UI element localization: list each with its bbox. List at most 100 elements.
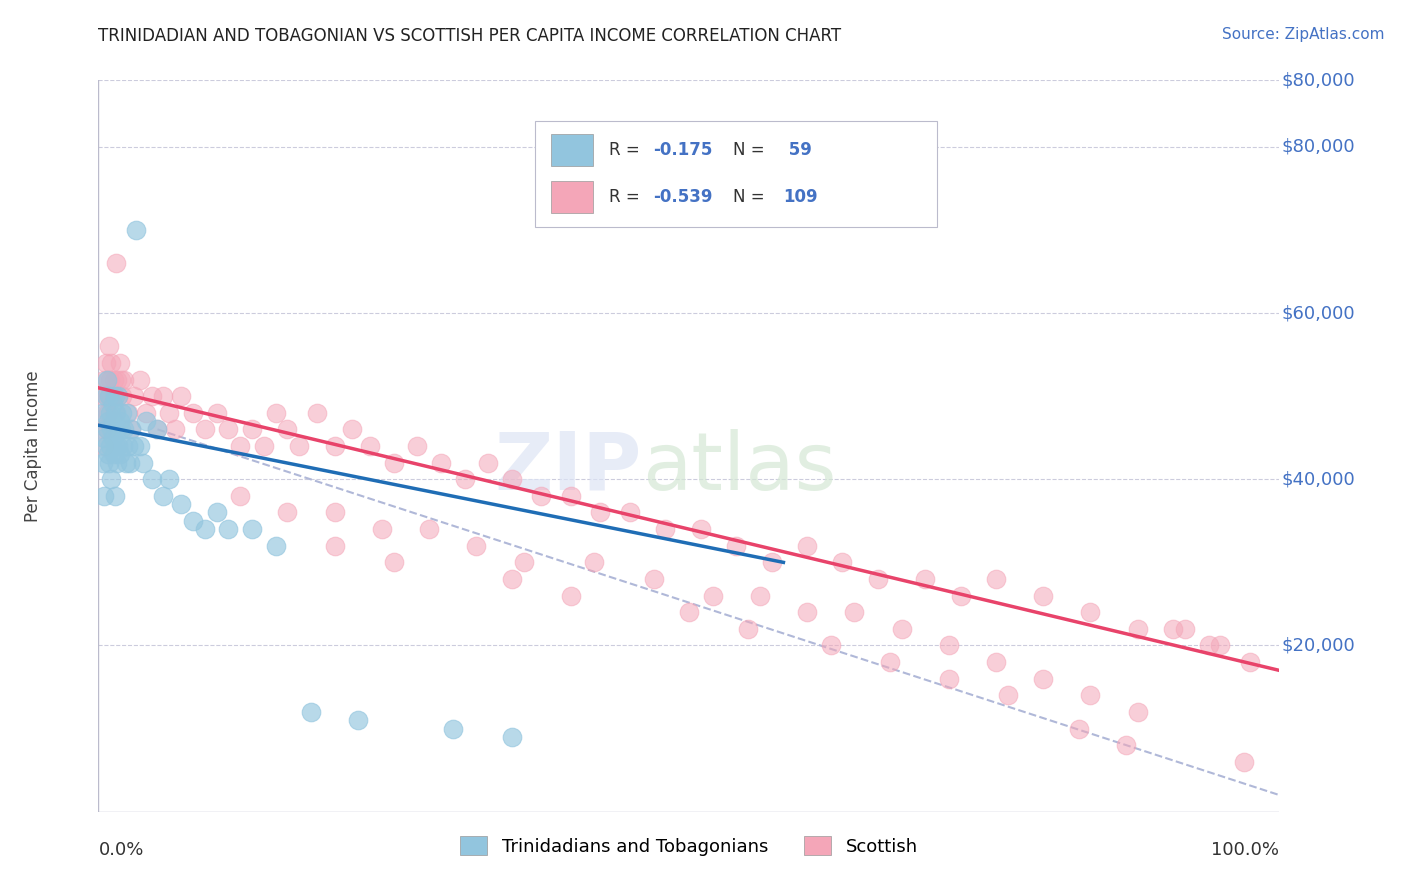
Text: $40,000: $40,000 — [1282, 470, 1355, 488]
Point — [465, 539, 488, 553]
Point — [152, 489, 174, 503]
Bar — [551, 181, 593, 213]
Point — [501, 472, 523, 486]
Text: $60,000: $60,000 — [1282, 304, 1355, 322]
Point — [157, 406, 180, 420]
Point — [103, 372, 125, 386]
Point — [276, 422, 298, 436]
Point — [1080, 689, 1102, 703]
Text: 100.0%: 100.0% — [1212, 841, 1279, 859]
Point — [115, 406, 138, 420]
Point — [501, 572, 523, 586]
Point — [323, 439, 346, 453]
Point — [94, 439, 117, 453]
Text: ZIP: ZIP — [495, 429, 641, 507]
Point — [98, 439, 121, 453]
Point — [146, 422, 169, 436]
Point — [866, 572, 889, 586]
Point — [984, 572, 1007, 586]
Point — [105, 439, 128, 453]
Point — [678, 605, 700, 619]
Point — [831, 555, 853, 569]
Text: $80,000: $80,000 — [1282, 71, 1355, 89]
Point — [105, 256, 128, 270]
Point — [181, 514, 204, 528]
Point — [643, 572, 665, 586]
Point — [105, 406, 128, 420]
Point — [997, 689, 1019, 703]
Point — [748, 589, 770, 603]
Point — [512, 555, 534, 569]
Point — [342, 422, 364, 436]
Point — [141, 472, 163, 486]
Point — [382, 456, 405, 470]
Point — [141, 389, 163, 403]
Point — [111, 406, 134, 420]
Point — [1174, 622, 1197, 636]
Point — [914, 572, 936, 586]
Point — [217, 422, 239, 436]
Bar — [536, 120, 936, 227]
Bar — [551, 135, 593, 166]
Text: N =: N = — [733, 188, 769, 206]
Point — [890, 622, 912, 636]
Point — [96, 422, 118, 436]
Point — [418, 522, 440, 536]
Point — [938, 639, 960, 653]
Point — [125, 223, 148, 237]
Point — [97, 414, 120, 428]
Point — [1209, 639, 1232, 653]
Point — [121, 422, 143, 436]
Point — [110, 372, 132, 386]
Point — [382, 555, 405, 569]
Point — [91, 406, 114, 420]
Point — [98, 389, 121, 403]
Point — [132, 456, 155, 470]
Point — [91, 389, 114, 403]
Point — [122, 439, 145, 453]
Point — [128, 439, 150, 453]
Point — [702, 589, 724, 603]
Point — [359, 439, 381, 453]
Point — [560, 589, 582, 603]
Point — [1161, 622, 1184, 636]
Point — [96, 372, 118, 386]
Text: -0.539: -0.539 — [654, 188, 713, 206]
Point — [94, 356, 117, 370]
Point — [93, 372, 115, 386]
Text: $80,000: $80,000 — [1282, 137, 1355, 156]
Point — [97, 372, 120, 386]
Point — [1067, 722, 1090, 736]
Point — [1115, 738, 1137, 752]
Point — [583, 555, 606, 569]
Point — [96, 422, 118, 436]
Text: R =: R = — [609, 141, 644, 159]
Point — [406, 439, 429, 453]
Point — [1126, 705, 1149, 719]
Text: Per Capita Income: Per Capita Income — [24, 370, 42, 522]
Point — [796, 539, 818, 553]
Point — [152, 389, 174, 403]
Point — [108, 356, 131, 370]
Point — [105, 372, 128, 386]
Text: Source: ZipAtlas.com: Source: ZipAtlas.com — [1222, 27, 1385, 42]
Point — [98, 456, 121, 470]
Point — [240, 422, 263, 436]
Legend: Trinidadians and Tobagonians, Scottish: Trinidadians and Tobagonians, Scottish — [451, 828, 927, 865]
Point — [229, 489, 252, 503]
Point — [725, 539, 748, 553]
Point — [181, 406, 204, 420]
Point — [135, 406, 157, 420]
Point — [105, 456, 128, 470]
Point — [108, 414, 131, 428]
Point — [264, 539, 287, 553]
Point — [1032, 589, 1054, 603]
Point — [205, 406, 228, 420]
Point — [253, 439, 276, 453]
Point — [146, 422, 169, 436]
Point — [501, 730, 523, 744]
Point — [737, 622, 759, 636]
Text: N =: N = — [733, 141, 769, 159]
Point — [157, 472, 180, 486]
Point — [1080, 605, 1102, 619]
